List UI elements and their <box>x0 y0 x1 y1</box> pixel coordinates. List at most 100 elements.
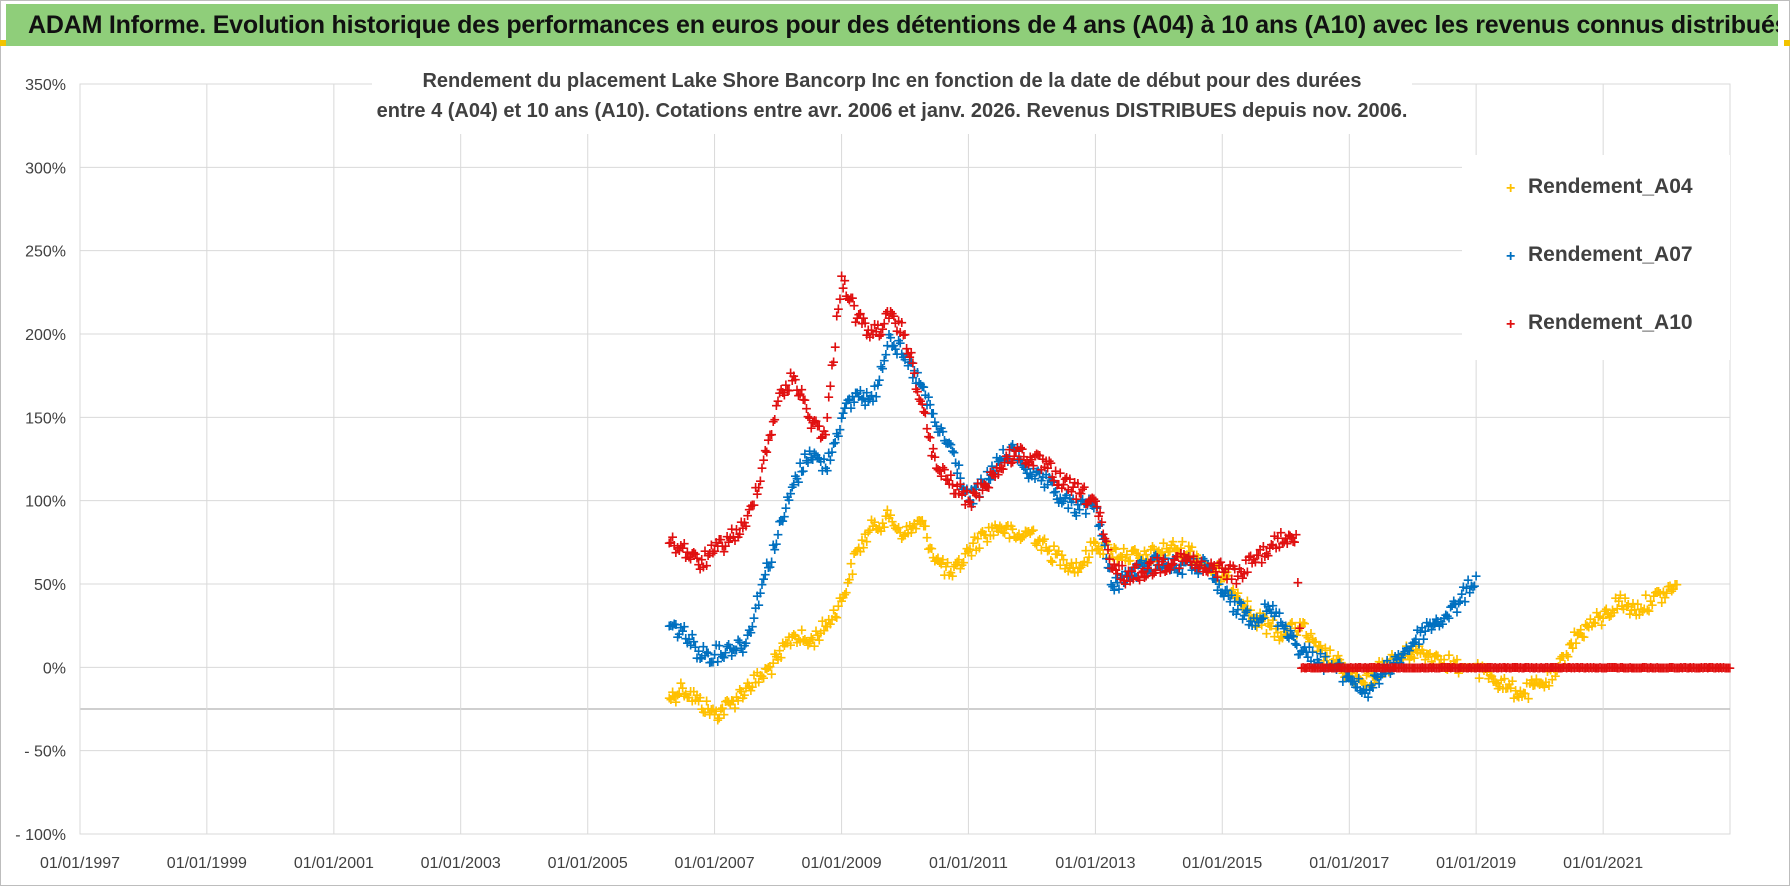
data-point: + <box>1345 669 1357 685</box>
data-point: + <box>999 525 1011 541</box>
data-point: + <box>1538 660 1550 676</box>
data-point: + <box>1637 604 1649 620</box>
data-point: + <box>1018 449 1030 465</box>
data-point: + <box>1521 675 1533 691</box>
data-point: + <box>1608 605 1620 621</box>
data-point: + <box>1113 550 1125 566</box>
data-point: + <box>829 609 841 625</box>
data-point: + <box>1137 560 1149 576</box>
data-point: + <box>1351 680 1363 696</box>
data-point: + <box>1026 524 1038 540</box>
data-point: + <box>1132 557 1144 573</box>
data-point: + <box>1166 557 1178 573</box>
data-point: + <box>1413 639 1425 655</box>
data-point: + <box>680 550 692 566</box>
data-point: + <box>1321 661 1333 677</box>
data-point: + <box>1323 660 1335 676</box>
x-tick-label: 01/01/1999 <box>167 855 247 872</box>
data-point: + <box>1673 661 1685 677</box>
data-point: + <box>1400 639 1412 655</box>
data-point: + <box>840 395 852 411</box>
data-point: + <box>1118 573 1130 589</box>
data-point: + <box>1396 649 1408 665</box>
data-point: + <box>717 539 729 555</box>
data-point: + <box>1213 576 1225 592</box>
data-point: + <box>935 557 947 573</box>
data-point: + <box>1039 479 1051 495</box>
data-point: + <box>942 473 954 489</box>
data-point: + <box>1492 681 1504 697</box>
data-point: + <box>777 513 789 529</box>
data-point: + <box>1613 594 1625 610</box>
data-point: + <box>1335 655 1347 671</box>
data-point: + <box>1240 552 1252 568</box>
data-point: + <box>955 561 967 577</box>
data-point: + <box>986 519 998 535</box>
data-point: + <box>1105 560 1117 576</box>
data-point: + <box>751 588 763 604</box>
data-point: + <box>1597 660 1609 676</box>
data-point: + <box>1285 623 1297 639</box>
data-point: + <box>1290 527 1302 543</box>
data-point: + <box>799 632 811 648</box>
data-point: + <box>1012 529 1024 545</box>
data-point: + <box>1434 656 1446 672</box>
data-point: + <box>1028 458 1040 474</box>
data-point: + <box>1302 649 1314 665</box>
data-point: + <box>1135 553 1147 569</box>
data-point: + <box>1326 657 1338 673</box>
data-point: + <box>698 560 710 576</box>
data-point: + <box>1412 644 1424 660</box>
data-point: + <box>702 645 714 661</box>
data-point: + <box>834 591 846 607</box>
data-point: + <box>856 533 868 549</box>
data-point: + <box>1096 539 1108 555</box>
data-point: + <box>1485 660 1497 676</box>
data-point: + <box>1438 610 1450 626</box>
data-point: + <box>797 463 809 479</box>
data-point: + <box>1251 610 1263 626</box>
data-point: + <box>1624 660 1636 676</box>
data-point: + <box>783 383 795 399</box>
data-point: + <box>1037 534 1049 550</box>
data-point: + <box>796 382 808 398</box>
data-point: + <box>1267 538 1279 554</box>
data-point: + <box>1454 660 1466 676</box>
data-point: + <box>1012 452 1024 468</box>
data-point: + <box>856 316 868 332</box>
data-point: + <box>759 661 771 677</box>
data-point: + <box>980 478 992 494</box>
data-point: + <box>958 479 970 495</box>
data-point: + <box>882 304 894 320</box>
data-point: + <box>1483 660 1495 676</box>
data-point: + <box>883 310 895 326</box>
data-point: + <box>734 682 746 698</box>
data-point: + <box>694 562 706 578</box>
data-point: + <box>967 535 979 551</box>
data-point: + <box>1048 485 1060 501</box>
data-point: + <box>775 382 787 398</box>
data-point: + <box>1093 518 1105 534</box>
data-point: + <box>1112 551 1124 567</box>
data-point: + <box>1380 663 1392 679</box>
data-point: + <box>1238 598 1250 614</box>
data-point: + <box>1589 661 1601 677</box>
data-point: + <box>1053 544 1065 560</box>
data-point: + <box>999 455 1011 471</box>
data-point: + <box>1248 610 1260 626</box>
data-point: + <box>880 509 892 525</box>
data-point: + <box>1321 658 1333 674</box>
data-point: + <box>1054 465 1066 481</box>
data-point: + <box>720 645 732 661</box>
data-point: + <box>815 430 827 446</box>
data-point: + <box>963 494 975 510</box>
data-point: + <box>1172 542 1184 558</box>
data-point: + <box>920 405 932 421</box>
data-point: + <box>1361 682 1373 698</box>
data-point: + <box>1051 546 1063 562</box>
data-point: + <box>826 612 838 628</box>
data-point: + <box>1123 569 1135 585</box>
data-point: + <box>1402 643 1414 659</box>
data-point: + <box>707 545 719 561</box>
data-point: + <box>1553 659 1565 675</box>
